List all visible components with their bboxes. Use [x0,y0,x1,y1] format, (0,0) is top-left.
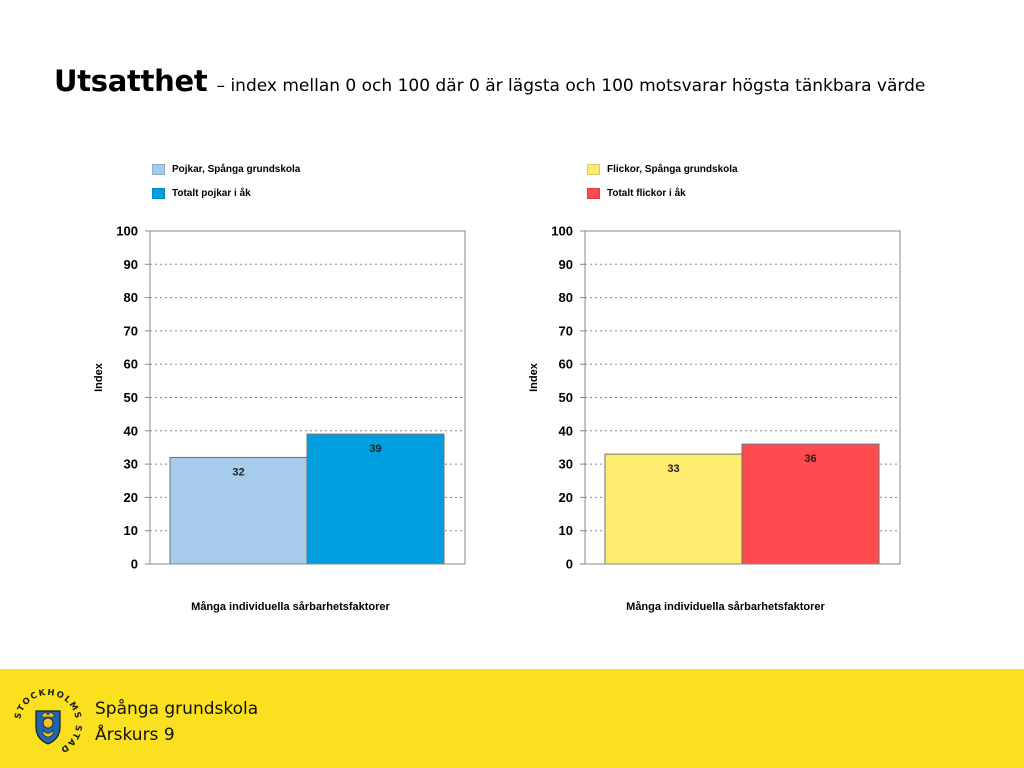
chart0-legend-swatch-0 [152,164,165,175]
chart1-bar-0 [604,453,743,565]
chart0-tick-label-20: 20 [124,490,138,505]
chart1-tick-label-50: 50 [559,390,573,405]
title-subtitle: – index mellan 0 och 100 där 0 är lägsta… [216,76,926,96]
title-main: Utsatthet [54,64,208,98]
chart1-tick-label-90: 90 [559,257,573,272]
chart0-tick-label-70: 70 [124,323,138,338]
chart0-tick-label-30: 30 [124,457,138,472]
chart1-legend-item-0: Flickor, Spånga grundskola [587,164,738,175]
chart0-bar-1 [306,433,445,565]
chart1-plot-border [584,230,901,565]
chart0-bar-0 [169,456,308,565]
chart0-tick-label-50: 50 [124,390,138,405]
chart1-tick-label-80: 80 [559,290,573,305]
chart-girls: Flickor, Spånga grundskola Totalt flickor… [517,150,917,630]
page-title: Utsatthet – index mellan 0 och 100 där 0… [54,64,925,98]
chart1-tick-label-70: 70 [559,323,573,338]
chart1-legend-swatch-0 [587,164,600,175]
chart1-tick-label-100: 100 [551,224,573,239]
chart1-legend-label-0: Flickor, Spånga grundskola [607,164,738,175]
chart1-tick-label-20: 20 [559,490,573,505]
chart0-plot-border [149,230,466,565]
chart0-tick-label-60: 60 [124,357,138,372]
footer-text: Spånga grundskola Årskurs 9 [95,696,258,748]
chart1-ylabel: Index [528,362,540,392]
chart0-legend-label-1: Totalt pojkar i åk [172,188,251,199]
chart0-ylabel: Index [93,362,105,392]
footer-bar: STOCKHOLMS STAD Spånga grundskola Årskur… [0,669,1024,768]
chart0-bar-label-1: 39 [369,443,381,455]
chart0-legend-swatch-1 [152,188,165,199]
chart0-tick-label-90: 90 [124,257,138,272]
chart1-tick-label-0: 0 [566,557,573,572]
chart0-tick-label-10: 10 [124,523,138,538]
chart-boys: Pojkar, Spånga grundskola Totalt pojkar i… [82,150,482,630]
chart1-bar-1 [741,443,880,565]
chart0-tick-label-100: 100 [116,224,138,239]
chart1-legend-item-1: Totalt flickor i åk [587,188,686,199]
chart1-bar-label-1: 36 [804,453,816,465]
chart1-tick-label-10: 10 [559,523,573,538]
chart0-legend-label-0: Pojkar, Spånga grundskola [172,164,301,175]
footer-grade: Årskurs 9 [95,725,175,745]
chart1-xlabel: Många individuella sårbarhetsfaktorer [626,601,825,613]
chart0-legend-item-1: Totalt pojkar i åk [152,188,251,199]
chart1-tick-label-40: 40 [559,423,573,438]
chart1-tick-label-60: 60 [559,357,573,372]
stockholm-crest-logo: STOCKHOLMS STAD [13,689,81,753]
chart1-svg: 0 10 20 30 40 50 60 70 80 90 100 33 36 Index Många ind… [528,224,901,613]
chart0-tick-label-0: 0 [131,557,138,572]
chart0-xlabel: Många individuella sårbarhetsfaktorer [191,601,390,613]
chart1-tick-label-30: 30 [559,457,573,472]
chart0-tick-label-40: 40 [124,423,138,438]
chart1-bar-label-0: 33 [667,463,679,475]
chart1-legend-label-1: Totalt flickor i åk [607,188,686,199]
chart0-tick-label-80: 80 [124,290,138,305]
chart1-legend-swatch-1 [587,188,600,199]
footer-school: Spånga grundskola [95,699,259,719]
chart0-bar-label-0: 32 [232,466,244,478]
chart0-svg: 0 10 20 30 40 50 60 70 80 90 100 32 39 Index Många ind… [93,224,466,613]
chart0-legend-item-0: Pojkar, Spånga grundskola [152,164,300,175]
